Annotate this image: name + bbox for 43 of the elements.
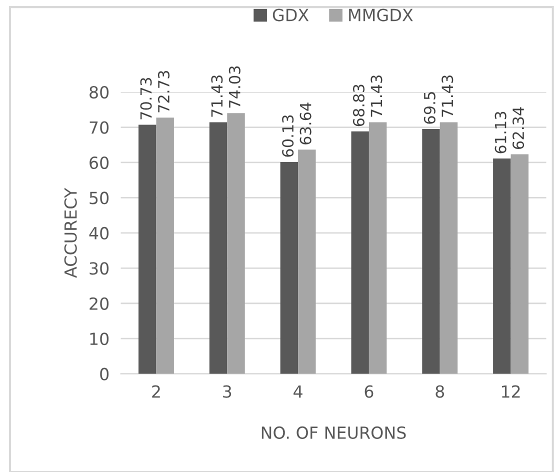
bar [493, 158, 511, 374]
y-tick-label: 50 [90, 192, 109, 204]
data-label: 70.73 [140, 78, 152, 120]
x-tick-label: 8 [436, 385, 444, 398]
y-tick-label: 10 [90, 332, 109, 346]
y-tick-label: 0 [100, 368, 109, 380]
data-label: 69.5 [424, 92, 436, 124]
x-tick-label: 2 [152, 385, 160, 398]
bar [351, 131, 369, 374]
y-tick-label: 80 [90, 86, 109, 99]
data-label: 72.73 [158, 70, 170, 112]
data-label: 71.43 [442, 76, 454, 117]
y-tick-label: 60 [90, 156, 109, 170]
data-label: 60.13 [282, 115, 294, 157]
data-label: 62.34 [512, 107, 524, 150]
y-tick-label: 40 [89, 226, 109, 240]
bar [138, 124, 156, 374]
bar [510, 154, 529, 374]
data-label: 61.13 [494, 112, 506, 154]
bar [298, 150, 316, 374]
data-label: 74.03 [228, 66, 240, 108]
bar [227, 113, 245, 374]
legend-label: MMGDX [349, 8, 413, 22]
x-tick-label: 12 [502, 385, 520, 398]
data-label: 63.64 [300, 102, 312, 144]
y-tick-label: 20 [90, 297, 109, 310]
legend-label: GDX [272, 8, 309, 22]
x-tick-label: 6 [364, 385, 374, 398]
x-tick-label: 3 [223, 385, 232, 398]
y-tick-label: 70 [90, 121, 109, 134]
bar [440, 122, 458, 374]
bar [156, 118, 174, 374]
data-label: 68.83 [352, 84, 365, 126]
x-axis-title: NO. OF NEURONS [262, 426, 406, 439]
data-label: 71.43 [211, 76, 223, 117]
bar [368, 122, 387, 374]
bar [280, 162, 298, 374]
x-tick-label: 4 [294, 385, 302, 398]
y-axis-title: ACCURECY [64, 188, 77, 278]
bar [209, 122, 228, 374]
bar [422, 129, 440, 374]
data-label: 71.43 [370, 76, 382, 117]
y-tick-label: 30 [90, 262, 109, 275]
